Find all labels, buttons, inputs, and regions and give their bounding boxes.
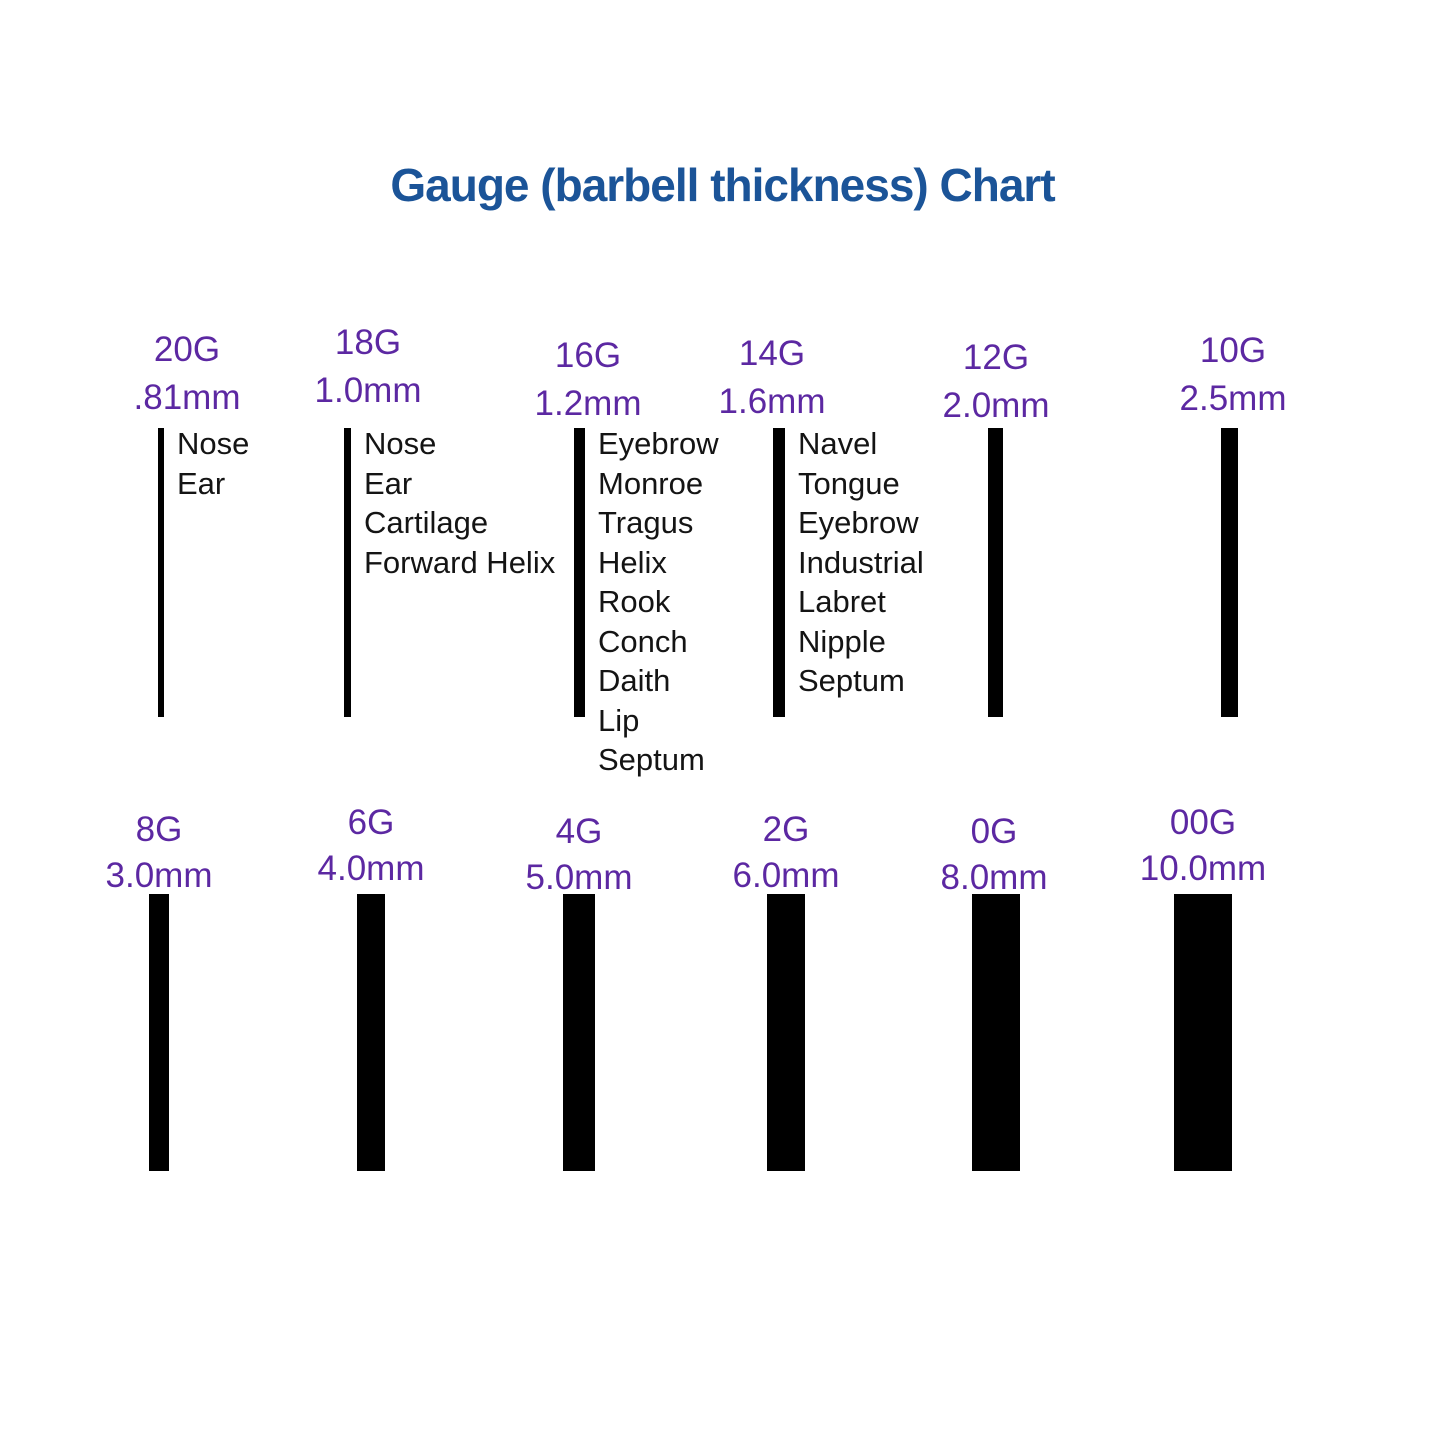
gauge-label: 4G [555, 812, 603, 851]
gauge-label: 6G [347, 803, 395, 842]
piercing-item: Labret [798, 584, 886, 619]
piercing-item: Septum [798, 663, 905, 698]
piercing-item: Ear [364, 465, 413, 501]
mm-size-label: 3.0mm [105, 856, 213, 895]
mm-size-label: 1.0mm [314, 371, 422, 410]
gauge-thickness-bar [574, 428, 585, 717]
piercing-item: Tongue [798, 465, 900, 501]
gauge-thickness-bar [158, 428, 164, 717]
mm-size-label: 5.0mm [525, 858, 633, 897]
gauge-thickness-bar [344, 428, 351, 717]
gauge-label: 18G [334, 323, 402, 362]
mm-size-label: 10.0mm [1139, 849, 1267, 888]
piercing-item: Ear [177, 465, 226, 501]
piercing-item: Septum [598, 742, 705, 777]
mm-size-label: 6.0mm [732, 856, 840, 895]
chart-title: Gauge (barbell thickness) Chart [390, 159, 1055, 211]
gauge-label: 16G [554, 336, 622, 375]
piercing-item: Rook [598, 584, 671, 619]
piercing-item: Helix [598, 544, 667, 580]
piercing-item: Nose [177, 426, 250, 461]
mm-size-label: 2.5mm [1179, 379, 1287, 418]
piercing-list: Navel Tongue Eyebrow Industrial Labret Nipple… [798, 424, 924, 701]
mm-size-label: 4.0mm [317, 849, 425, 888]
gauge-label: 2G [762, 810, 810, 849]
piercing-item: Conch [598, 623, 688, 659]
gauge-thickness-bar [1221, 428, 1238, 717]
gauge-thickness-bar [357, 894, 385, 1171]
piercing-item: Nipple [798, 623, 886, 659]
gauge-thickness-bar [1174, 894, 1232, 1171]
piercing-item: Navel [798, 426, 878, 461]
mm-size-label: 2.0mm [942, 386, 1050, 425]
mm-size-label: 1.6mm [718, 382, 826, 421]
gauge-thickness-bar [773, 428, 785, 717]
piercing-item: Eyebrow [798, 505, 919, 540]
piercing-list: Eyebrow Monroe Tragus Helix Rook Conch Daith Li… [598, 424, 719, 780]
piercing-item: Tragus [598, 505, 694, 540]
piercing-item: Lip [598, 702, 640, 738]
piercing-list: Nose Ear [177, 424, 249, 503]
gauge-thickness-bar [988, 428, 1003, 717]
piercing-item: Daith [598, 663, 671, 698]
gauge-label: 12G [962, 338, 1030, 377]
piercing-item: Nose [364, 426, 437, 461]
piercing-item: Monroe [598, 465, 704, 501]
mm-size-label: 8.0mm [940, 858, 1048, 897]
gauge-label: 14G [738, 334, 806, 373]
gauge-label: 8G [135, 810, 183, 849]
gauge-thickness-bar [767, 894, 805, 1171]
piercing-list: Nose Ear Cartilage Forward Helix [364, 424, 555, 582]
gauge-label: 00G [1169, 803, 1237, 842]
piercing-item: Forward Helix [364, 544, 556, 580]
mm-size-label: 1.2mm [534, 384, 642, 423]
mm-size-label: .81mm [133, 378, 241, 417]
gauge-thickness-bar [972, 894, 1020, 1171]
gauge-label: 10G [1199, 331, 1267, 370]
piercing-item: Cartilage [364, 505, 489, 540]
gauge-thickness-bar [563, 894, 595, 1171]
piercing-item: Industrial [798, 544, 924, 580]
gauge-label: 0G [970, 812, 1018, 851]
gauge-label: 20G [153, 330, 221, 369]
piercing-item: Eyebrow [598, 426, 719, 461]
gauge-thickness-bar [149, 894, 169, 1171]
